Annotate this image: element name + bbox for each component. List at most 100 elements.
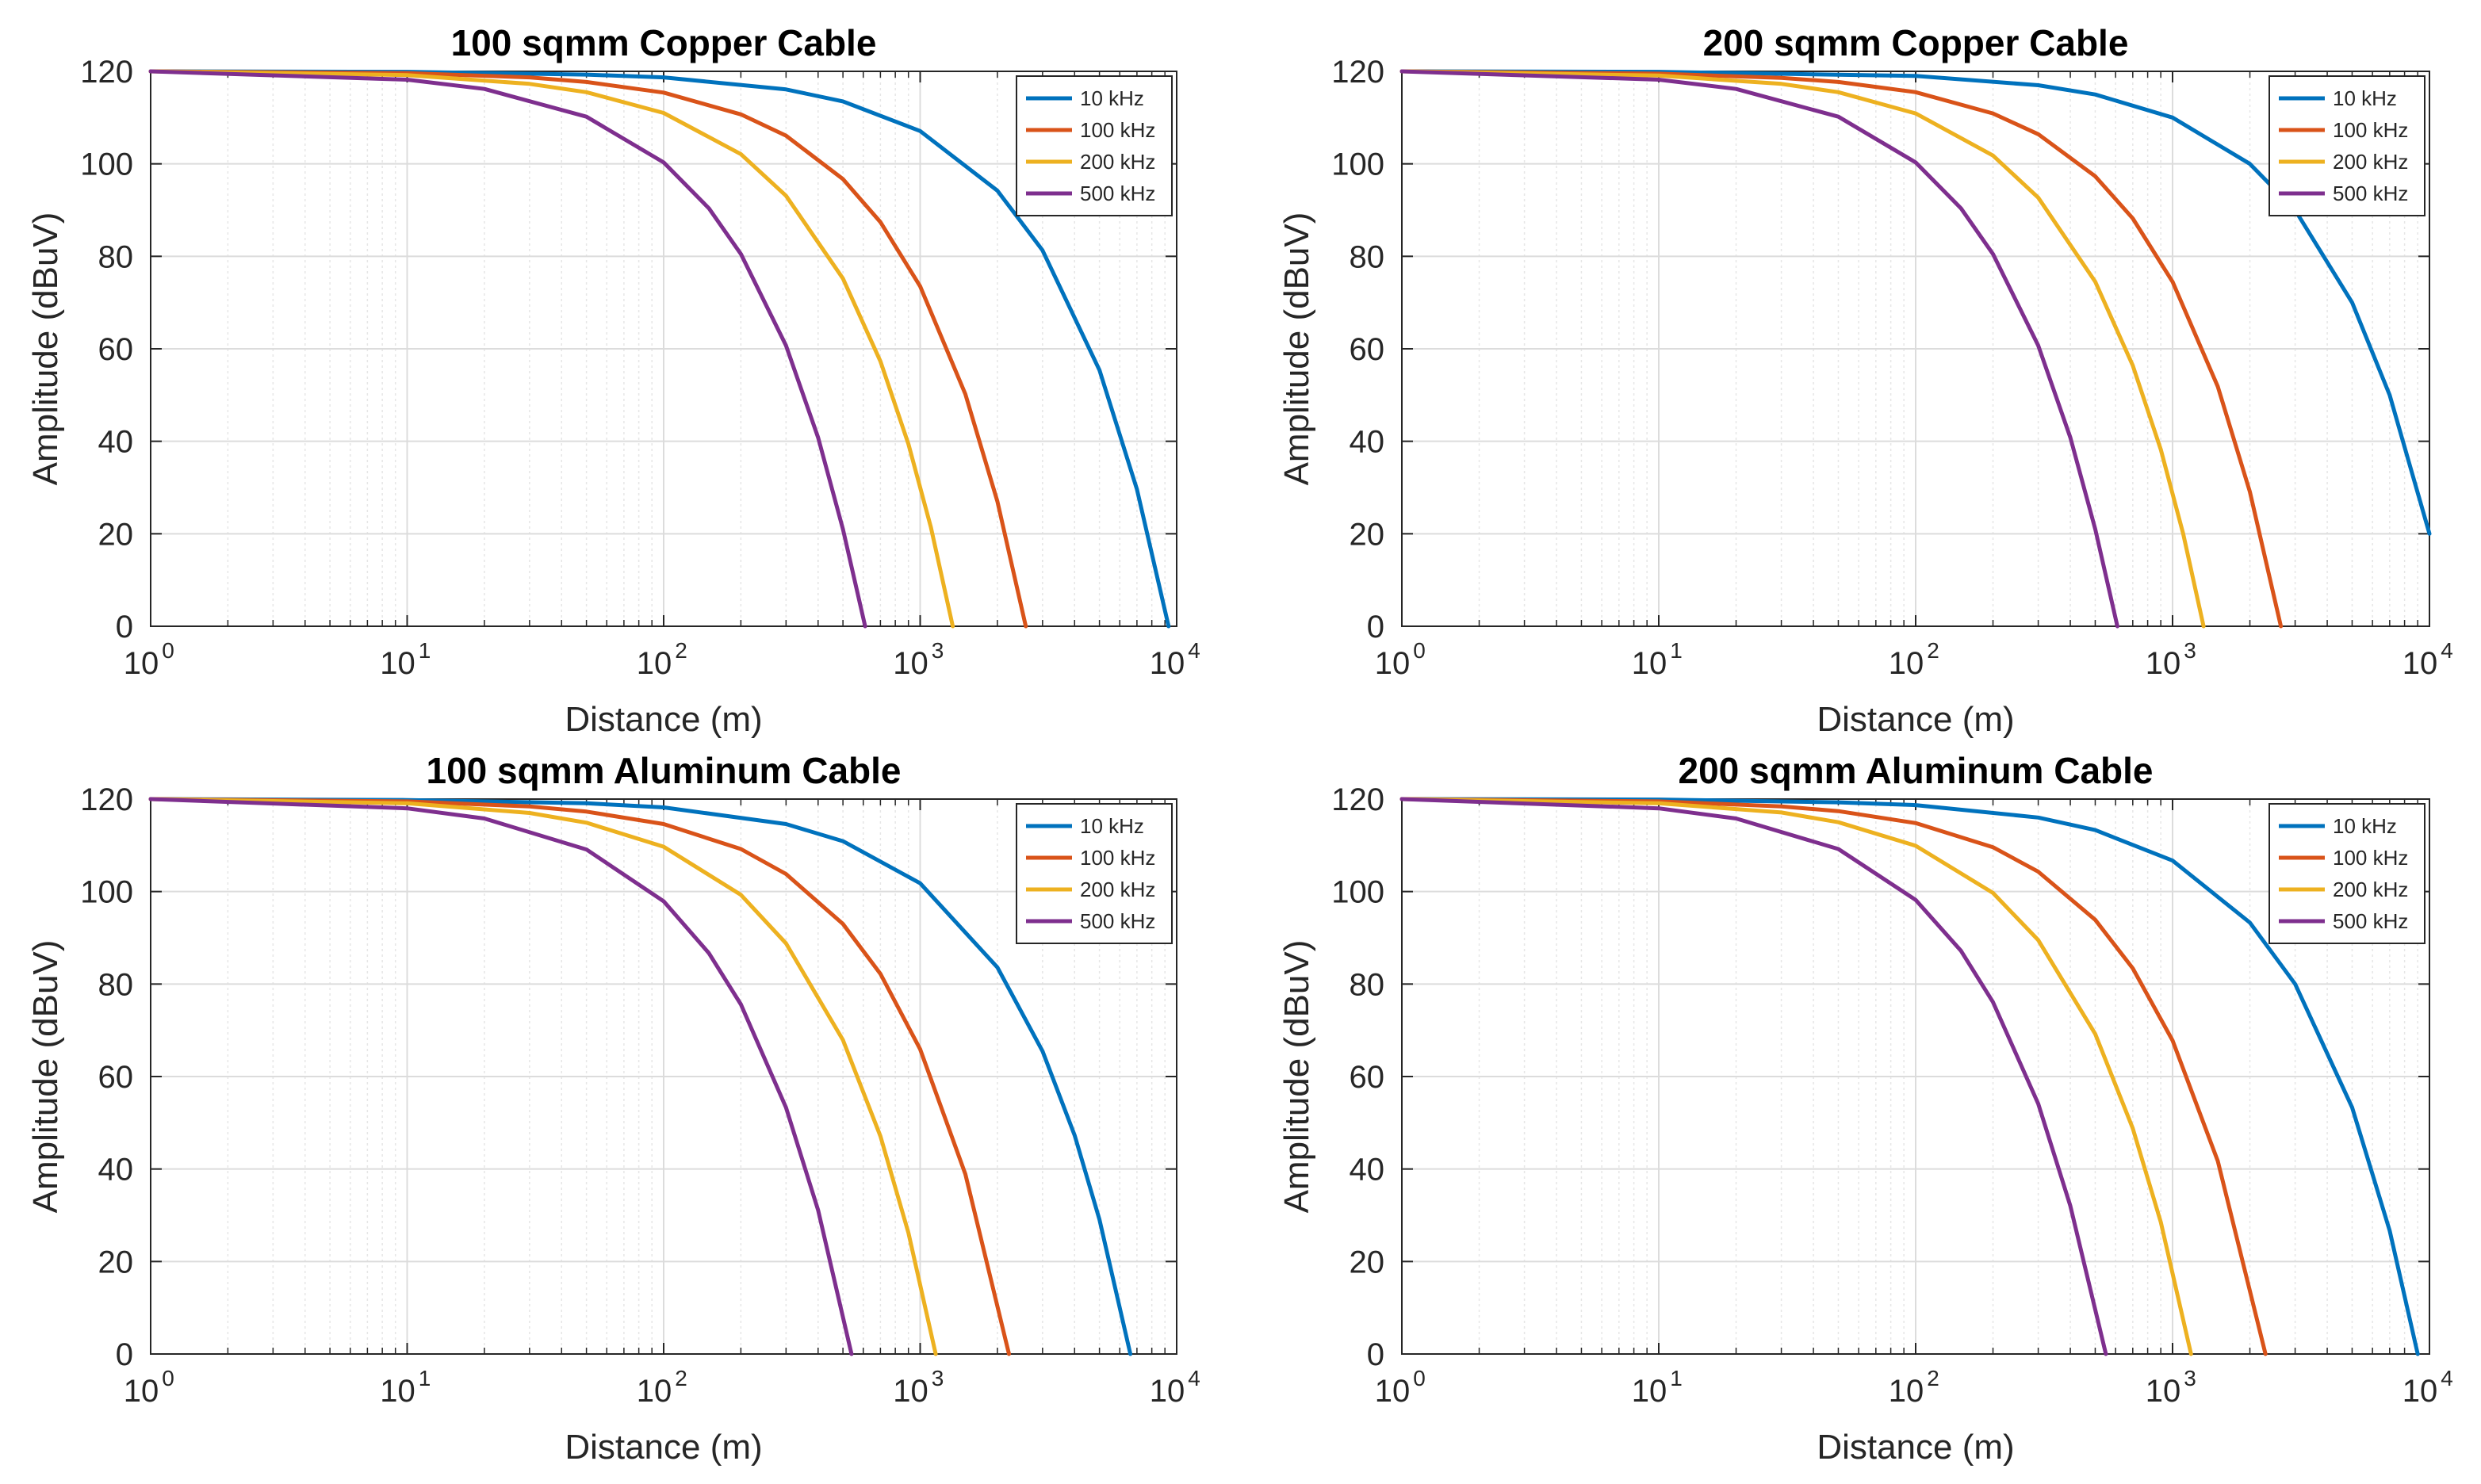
x-axis-label: Distance (m) [565,700,762,739]
x-tick-label: 10 [2403,1374,2438,1409]
x-tick-exponent: 4 [2441,638,2453,663]
series-line-500-khz [1399,69,2119,629]
x-axis-label: Distance (m) [1817,1428,2014,1467]
x-tick-exponent: 2 [675,638,687,663]
legend-label: 10 kHz [2333,814,2397,838]
y-tick-label: 120 [80,55,133,90]
series-line-100-khz [1399,797,2268,1356]
y-tick-label: 40 [98,425,134,460]
y-tick-label: 20 [1350,517,1385,552]
y-tick-label: 80 [1350,239,1385,274]
y-tick-label: 120 [80,782,133,817]
x-tick-label: 10 [1150,1374,1185,1409]
x-tick-exponent: 1 [419,638,431,663]
x-tick-exponent: 2 [675,1366,687,1390]
x-tick-label: 10 [893,646,928,681]
x-tick-label: 10 [2146,646,2181,681]
series-line-200-khz [148,69,955,629]
y-tick-label: 100 [80,147,133,182]
x-tick-label: 10 [124,1374,159,1409]
y-tick-label: 0 [116,610,133,644]
legend: 10 kHz 100 kHz 200 kHz 500 kHz [1016,803,1173,944]
legend-label: 500 kHz [2333,182,2408,205]
x-tick-exponent: 2 [1927,638,1939,663]
legend-label: 100 kHz [1080,118,1155,142]
x-tick-label: 10 [1632,1374,1667,1409]
y-tick-label: 0 [116,1337,133,1372]
x-tick-label: 10 [637,646,672,681]
legend: 10 kHz 100 kHz 200 kHz 500 kHz [2269,803,2425,944]
x-tick-label: 10 [2146,1374,2181,1409]
legend-label: 10 kHz [1080,814,1144,838]
y-axis-label: Amplitude (dBuV) [1277,940,1316,1214]
legend-label: 100 kHz [2333,118,2408,142]
y-tick-label: 40 [1350,425,1385,460]
x-tick-label: 10 [1889,646,1924,681]
legend-label: 100 kHz [2333,846,2408,870]
y-tick-label: 100 [80,875,133,910]
y-axis-label: Amplitude (dBuV) [26,940,65,1214]
x-tick-exponent: 4 [1188,638,1200,663]
y-tick-label: 80 [98,239,134,274]
x-tick-label: 10 [1375,646,1411,681]
y-tick-label: 20 [1350,1245,1385,1279]
y-tick-label: 100 [1331,875,1384,910]
legend: 10 kHz 100 kHz 200 kHz 500 kHz [2269,75,2425,216]
x-tick-exponent: 3 [2184,638,2196,663]
y-tick-label: 100 [1331,147,1384,182]
y-tick-label: 40 [1350,1153,1385,1188]
x-tick-label: 10 [1375,1374,1411,1409]
y-tick-label: 60 [98,1060,134,1095]
chart-title: 200 sqmm Copper Cable [1703,22,2129,63]
legend-label: 10 kHz [2333,86,2397,110]
y-tick-label: 60 [98,332,134,367]
y-tick-label: 0 [1367,1337,1384,1372]
x-tick-label: 10 [637,1374,672,1409]
x-tick-label: 10 [893,1374,928,1409]
legend-label: 200 kHz [2333,150,2408,174]
x-tick-label: 10 [380,1374,415,1409]
series-line-10-khz [1399,797,2420,1356]
legend-label: 200 kHz [1080,150,1155,174]
series-line-200-khz [1399,69,2206,629]
y-tick-label: 40 [98,1153,134,1188]
legend-label: 500 kHz [1080,182,1155,205]
x-tick-exponent: 2 [1927,1366,1939,1390]
series-line-10-khz [148,69,1171,629]
legend-label: 200 kHz [2333,878,2408,901]
x-tick-exponent: 4 [2441,1366,2453,1390]
y-tick-label: 20 [98,517,134,552]
x-tick-exponent: 0 [162,638,174,663]
y-tick-label: 80 [1350,967,1385,1002]
series-line-10-khz [148,797,1133,1356]
x-tick-label: 10 [124,646,159,681]
x-tick-exponent: 1 [419,1366,431,1390]
x-tick-label: 10 [2403,646,2438,681]
y-tick-label: 20 [98,1245,134,1279]
chart-title: 200 sqmm Aluminum Cable [1678,750,2153,791]
y-tick-label: 120 [1331,55,1384,90]
y-tick-label: 0 [1367,610,1384,644]
x-axis-label: Distance (m) [565,1428,762,1467]
series-line-200-khz [148,797,938,1356]
x-tick-exponent: 0 [1413,638,1426,663]
y-tick-label: 80 [98,967,134,1002]
x-tick-exponent: 3 [932,638,944,663]
series-line-500-khz [1399,797,2108,1356]
x-tick-exponent: 4 [1188,1366,1200,1390]
series-line-100-khz [1399,69,2284,629]
series-line-500-khz [148,69,867,629]
legend-label: 100 kHz [1080,846,1155,870]
series-line-10-khz [1399,69,2432,536]
series-line-100-khz [148,69,1028,629]
x-tick-exponent: 1 [1670,1366,1683,1390]
x-tick-label: 10 [1150,646,1185,681]
legend-label: 500 kHz [2333,909,2408,933]
chart-title: 100 sqmm Copper Cable [451,22,877,63]
y-axis-label: Amplitude (dBuV) [1277,212,1316,486]
